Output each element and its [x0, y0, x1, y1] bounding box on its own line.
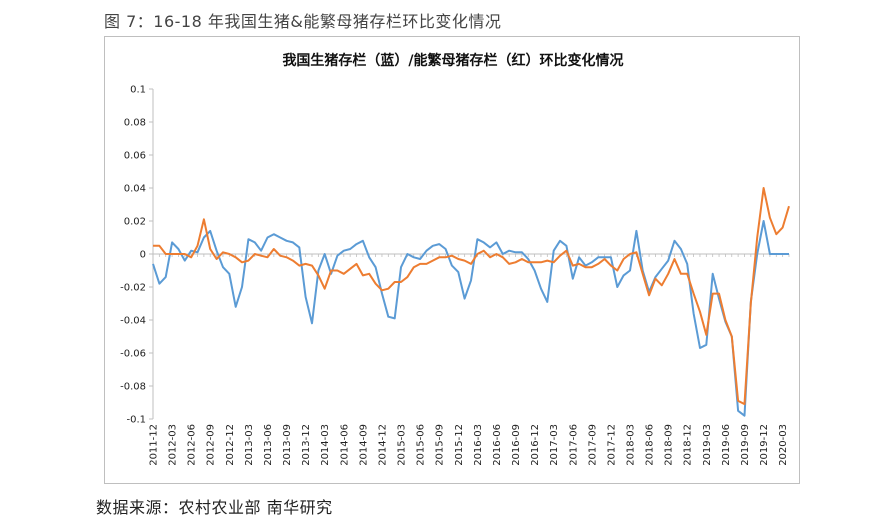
x-tick-label: 2017-03 — [549, 424, 560, 466]
x-tick-label: 2015-12 — [454, 424, 465, 466]
y-tick-label: 0.02 — [124, 217, 146, 228]
x-tick-label: 2016-03 — [473, 424, 484, 466]
x-tick-label: 2016-06 — [492, 424, 503, 466]
x-tick-label: 2012-03 — [168, 424, 179, 466]
y-tick-label: -0.06 — [120, 349, 146, 360]
figure-caption: 图 7：16-18 年我国生猪&能繁母猪存栏环比变化情况 — [104, 12, 502, 31]
x-tick-label: 2014-03 — [320, 424, 331, 466]
y-tick-label: 0.06 — [124, 151, 146, 162]
x-tick-label: 2015-03 — [397, 424, 408, 466]
y-tick-label: -0.08 — [120, 382, 146, 393]
x-tick-label: 2018-09 — [664, 424, 675, 466]
x-tick-label: 2011-12 — [149, 424, 160, 466]
x-tick-label: 2013-06 — [263, 424, 274, 466]
x-tick-label: 2018-06 — [645, 424, 656, 466]
x-tick-label: 2020-03 — [778, 424, 789, 466]
x-tick-label: 2012-09 — [206, 424, 217, 466]
x-tick-label: 2019-03 — [702, 424, 713, 466]
series-layer — [152, 187, 790, 417]
x-tick-label: 2017-06 — [568, 424, 579, 466]
x-tick-label: 2017-09 — [587, 424, 598, 466]
x-tick-label: 2016-09 — [511, 424, 522, 466]
y-axis: 0.1 0.08 0.06 0.04 0.02 0 -0.02 -0.04 -0.06 -0.08… — [120, 85, 154, 426]
y-tick-label: -0.1 — [126, 415, 146, 426]
x-tick-label: 2017-12 — [606, 424, 617, 466]
x-tick-label: 2016-12 — [530, 424, 541, 466]
x-tick-label: 2012-06 — [187, 424, 198, 466]
y-tick-label: -0.02 — [120, 283, 146, 294]
x-tick-label: 2019-09 — [740, 424, 751, 466]
x-tick-label: 2013-03 — [244, 424, 255, 466]
x-tick-label: 2013-12 — [301, 424, 312, 466]
x-tick-label: 2014-09 — [358, 424, 369, 466]
y-tick-label: 0.1 — [130, 85, 146, 96]
y-tick-label: 0.04 — [124, 184, 146, 195]
y-tick-label: -0.04 — [120, 316, 146, 327]
source-note: 数据来源：农村农业部 南华研究 — [96, 498, 333, 517]
series-line-sow-inventory — [153, 187, 790, 406]
x-tick-label: 2019-12 — [759, 424, 770, 466]
x-tick-label: 2014-12 — [377, 424, 388, 466]
y-tick-label: 0.08 — [124, 118, 146, 129]
x-tick-label: 2015-06 — [416, 424, 427, 466]
x-tick-label: 2012-12 — [225, 424, 236, 466]
x-tick-label: 2015-09 — [435, 424, 446, 466]
chart-frame: 我国生猪存栏（蓝）/能繁母猪存栏（红）环比变化情况 0.1 0.08 0.06 0.0… — [104, 36, 800, 484]
y-tick-label: 0 — [140, 250, 146, 261]
x-tick-label: 2019-06 — [721, 424, 732, 466]
x-axis: 2011-12 2012-03 2012-06 2012-09 2012-12 2013-… — [149, 253, 790, 466]
series-line-pig-inventory — [152, 220, 789, 417]
x-tick-label: 2018-03 — [626, 424, 637, 466]
chart-title: 我国生猪存栏（蓝）/能繁母猪存栏（红）环比变化情况 — [282, 52, 623, 69]
x-tick-label: 2014-06 — [339, 424, 350, 466]
x-tick-label: 2018-12 — [683, 424, 694, 466]
x-tick-label: 2013-09 — [282, 424, 293, 466]
line-chart: 我国生猪存栏（蓝）/能繁母猪存栏（红）环比变化情况 0.1 0.08 0.06 0.0… — [120, 52, 790, 466]
